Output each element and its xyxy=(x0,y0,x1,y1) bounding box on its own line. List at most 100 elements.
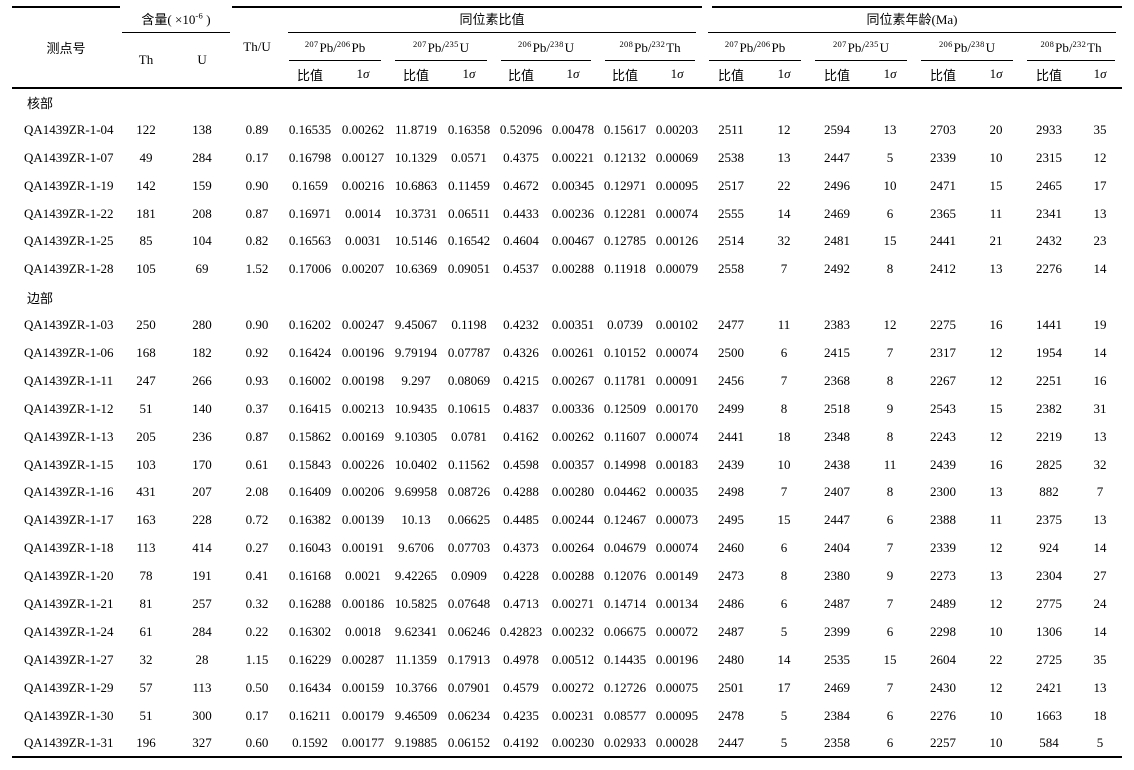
table-cell: 2477 xyxy=(718,317,745,333)
table-cell: 0.15843 xyxy=(288,456,332,472)
table-row: QA1439ZR-1-25 85 104 0.82 0.16563 0.0031 10.51… xyxy=(12,227,1122,255)
table-cell: 12 xyxy=(989,344,1003,360)
col-header-pb208-th232-ratio: 208Pb/232Th xyxy=(598,33,702,61)
table-cell: 22 xyxy=(777,177,791,193)
table-cell: 0.87 xyxy=(245,428,269,444)
table-cell: 0.00191 xyxy=(341,540,385,556)
table-cell: 0.14435 xyxy=(603,651,647,667)
col-group-content: 含量( ×10-6 ) xyxy=(120,7,232,33)
isotope-ratio-group-label: 同位素比值 xyxy=(288,9,696,33)
table-cell: 0.00478 xyxy=(551,121,595,137)
table-cell: 0.4485 xyxy=(503,512,539,528)
table-cell: 0.16229 xyxy=(288,651,332,667)
table-cell: 0.32 xyxy=(245,595,269,611)
table-cell: 6 xyxy=(886,512,894,528)
table-cell: 0.14714 xyxy=(603,595,647,611)
col-subheader-sigma: 1σ xyxy=(652,61,703,89)
table-cell: 14 xyxy=(1093,344,1107,360)
table-cell: 0.0014 xyxy=(345,205,381,221)
table-cell: 0.08726 xyxy=(447,484,491,500)
table-cell: 0.11781 xyxy=(604,372,646,388)
table-cell: 0.0909 xyxy=(451,568,487,584)
table-cell: 13 xyxy=(777,149,791,165)
table-cell: 2933 xyxy=(1036,121,1063,137)
isotope-label: 207Pb/206Pb xyxy=(289,39,381,61)
table-cell: 57 xyxy=(139,679,153,695)
col-subheader-ratio: 比值 xyxy=(282,61,339,89)
spot-id-cell: QA1439ZR-1-25 xyxy=(24,233,114,249)
table-cell: 8 xyxy=(886,261,894,277)
table-cell: 0.60 xyxy=(232,729,283,759)
table-cell: 414 xyxy=(192,540,212,556)
table-cell: 0.90 xyxy=(245,177,269,193)
table-cell: 0.4215 xyxy=(503,372,539,388)
table-cell: 2499 xyxy=(718,400,745,416)
table-cell: 2441 xyxy=(930,233,957,249)
col-header-spot: 测点号 xyxy=(12,7,120,89)
table-cell: 2276 xyxy=(1036,261,1063,277)
table-cell: 0.4373 xyxy=(503,540,539,556)
table-cell: 1954 xyxy=(1036,344,1063,360)
table-cell: 0.12785 xyxy=(603,233,647,249)
table-cell: 2496 xyxy=(824,177,851,193)
table-cell: 2383 xyxy=(824,317,851,333)
table-cell: 2489 xyxy=(930,595,957,611)
table-row: QA1439ZR-1-29 57 113 0.50 0.16434 0.00159 10.3… xyxy=(12,674,1122,702)
table-cell: 2276 xyxy=(930,707,957,723)
table-row: QA1439ZR-1-24 61 284 0.22 0.16302 0.0018 9.623… xyxy=(12,618,1122,646)
table-cell: 0.4433 xyxy=(503,205,539,221)
table-cell: 2388 xyxy=(930,512,957,528)
table-cell: 0.17913 xyxy=(447,651,491,667)
table-cell: 5 xyxy=(780,707,788,723)
table-cell: 6 xyxy=(780,344,788,360)
spot-id-cell: QA1439ZR-1-30 xyxy=(24,707,114,723)
table-cell: 0.07901 xyxy=(447,679,491,695)
table-cell: 113 xyxy=(136,540,156,556)
table-cell: 2438 xyxy=(824,456,851,472)
table-cell: 28 xyxy=(195,651,209,667)
col-subheader-ratio: 比值 xyxy=(388,61,445,89)
table-cell: 12 xyxy=(989,679,1003,695)
table-cell: 2514 xyxy=(718,233,745,249)
table-cell: 2486 xyxy=(718,595,745,611)
table-cell: 14 xyxy=(1093,623,1107,639)
isotope-label: 208Pb/232Th xyxy=(605,39,695,61)
table-cell: 0.16002 xyxy=(288,372,332,388)
table-cell: 19 xyxy=(1093,317,1107,333)
spot-id-cell: QA1439ZR-1-18 xyxy=(24,540,114,556)
table-cell: 2412 xyxy=(930,261,957,277)
spot-id-cell: QA1439ZR-1-21 xyxy=(24,595,114,611)
table-cell: 2511 xyxy=(718,121,744,137)
table-cell: 2456 xyxy=(718,372,745,388)
table-cell: 208 xyxy=(192,205,212,221)
spot-id-cell: QA1439ZR-1-03 xyxy=(24,317,114,333)
table-cell: 2480 xyxy=(718,651,745,667)
table-cell: 0.00231 xyxy=(551,707,595,723)
table-cell: 0.00288 xyxy=(551,568,595,584)
table-cell: 0.07648 xyxy=(447,595,491,611)
table-cell: 32 xyxy=(777,233,791,249)
table-cell: 0.16211 xyxy=(289,707,331,723)
table-cell: 9 xyxy=(886,400,894,416)
table-cell: 182 xyxy=(192,344,212,360)
col-header-pb207-u235-age: 207Pb/235U xyxy=(808,33,914,61)
table-cell: 0.04462 xyxy=(603,484,647,500)
table-cell: 0.10152 xyxy=(603,344,647,360)
table-body: 核部 QA1439ZR-1-04 122 138 0.89 0.16535 0.00262 1… xyxy=(12,88,1123,759)
table-cell: 0.12132 xyxy=(603,149,647,165)
spot-id-cell: QA1439ZR-1-12 xyxy=(24,400,114,416)
table-cell: 327 xyxy=(172,729,233,759)
table-cell: 0.00213 xyxy=(341,400,385,416)
table-cell: 2487 xyxy=(718,623,745,639)
isotope-label: 206Pb/238U xyxy=(501,39,591,61)
table-cell: 0.90 xyxy=(245,317,269,333)
table-cell: 0.4162 xyxy=(503,428,539,444)
section-row: 边部 xyxy=(12,283,1122,311)
table-cell: 2368 xyxy=(824,372,851,388)
table-cell: 7 xyxy=(780,484,788,500)
isotope-label: 207Pb/235U xyxy=(815,39,907,61)
section-row: 核部 xyxy=(12,88,1122,116)
table-cell: 0.16302 xyxy=(288,623,332,639)
table-cell: 11.1359 xyxy=(395,651,437,667)
